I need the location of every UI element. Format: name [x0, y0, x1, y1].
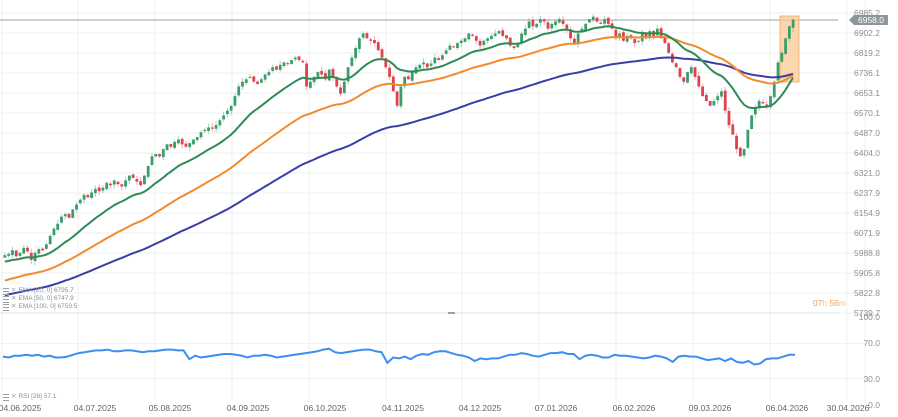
date-tick-label: 07.01.2026: [534, 403, 578, 413]
date-tick-label: 04.07.2025: [73, 403, 117, 413]
settings-icon[interactable]: [3, 287, 9, 295]
legend-ema20[interactable]: ✕ EMA [20, 0] 6795.7: [3, 287, 74, 295]
ema20-line: [4, 25, 794, 263]
price-tick-label: 5905.8: [854, 268, 880, 278]
price-tick-label: 6071.9: [854, 228, 880, 238]
settings-icon[interactable]: [3, 303, 9, 311]
settings-icon[interactable]: [3, 295, 9, 303]
price-tick-label: 6321.0: [854, 168, 880, 178]
countdown-h-unit: h: [822, 298, 828, 308]
price-tick-label: 6902.2: [854, 28, 880, 38]
rsi-line: [2, 347, 795, 366]
countdown-hours: 07: [812, 298, 823, 308]
current-price-tag: 6958.0: [849, 15, 888, 25]
rsi-tick-label: 100.0: [858, 312, 880, 322]
chart-grid: [0, 0, 865, 400]
price-tick-label: 6653.1: [854, 88, 880, 98]
price-tick-label: 6404.0: [854, 148, 880, 158]
date-tick-label: 04.06.2025: [0, 403, 42, 413]
close-icon[interactable]: ✕: [11, 393, 17, 400]
price-tick-label: 6985.2: [854, 8, 880, 18]
ema100-line: [4, 56, 794, 297]
legend-rsi[interactable]: ✕ RSI [28] 57.1: [3, 393, 56, 401]
date-tick-label: 06.10.2025: [303, 403, 347, 413]
price-tick-label: 6819.2: [854, 48, 880, 58]
legend-ema20-label: EMA [20, 0] 6795.7: [18, 287, 74, 294]
candle-countdown: 07h 56m: [813, 298, 846, 308]
settings-icon[interactable]: [3, 393, 9, 401]
price-tick-label: 6154.9: [854, 208, 880, 218]
countdown-m-unit: m: [838, 298, 846, 308]
countdown-minutes: 56: [829, 298, 839, 308]
date-tick-label: 09.03.2026: [688, 403, 732, 413]
close-icon[interactable]: ✕: [11, 287, 17, 294]
date-tick-label: 06.02.2026: [612, 403, 656, 413]
legend-rsi-label: RSI [28] 57.1: [18, 393, 57, 400]
legend-ema50[interactable]: ✕ EMA [50, 0] 6747.9: [3, 295, 74, 303]
price-tick-label: 6736.1: [854, 68, 880, 78]
date-tick-label: 06.04.2026: [765, 403, 809, 413]
date-tick-label: 04.11.2025: [382, 403, 424, 413]
legend-ema100[interactable]: ✕ EMA [100, 0] 6759.5: [3, 303, 77, 311]
rsi-tick-label: 70.0: [863, 338, 880, 349]
price-tick-label: 6237.9: [854, 188, 880, 198]
date-tick-label: 05.08.2025: [148, 403, 192, 413]
date-tick-label: 30.04.2026: [826, 403, 870, 413]
rsi-tick-label: 30.0: [863, 373, 880, 384]
price-tick-label: 6487.0: [854, 128, 880, 138]
candlestick-series: [3, 14, 795, 266]
price-tick-label: 6570.1: [854, 108, 880, 118]
close-icon[interactable]: ✕: [11, 303, 17, 310]
legend-ema100-label: EMA [100, 0] 6759.5: [18, 303, 78, 310]
legend-ema50-label: EMA [50, 0] 6747.9: [18, 295, 74, 302]
price-tick-label: 5988.8: [854, 248, 880, 258]
date-tick-label: 04.12.2025: [458, 403, 502, 413]
rsi-tick-label: 0.0: [868, 400, 880, 410]
ema50-line: [4, 35, 794, 282]
price-tick-label: 5822.8: [854, 288, 880, 298]
date-tick-label: 04.09.2025: [226, 403, 270, 413]
pane-resize-handle[interactable]: [448, 312, 455, 314]
price-tick-label: 5739.7: [854, 308, 880, 318]
close-icon[interactable]: ✕: [11, 295, 17, 302]
